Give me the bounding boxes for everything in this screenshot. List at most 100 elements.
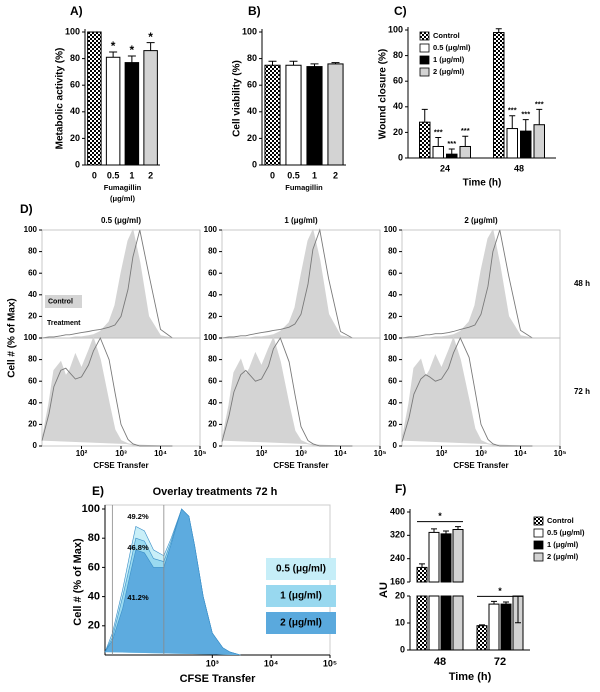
y-tick-label: 60: [393, 76, 403, 86]
legend-label: 0.5 (μg/ml): [276, 564, 326, 575]
y-tick-label: 60: [247, 80, 257, 90]
error-bar: [268, 60, 277, 66]
legend-label: 2 (μg/ml): [433, 67, 465, 76]
legend-label: 2 (μg/ml): [547, 552, 579, 561]
y-tick-label: 80: [28, 247, 37, 256]
y-tick-label: 0: [398, 152, 403, 162]
bar: [500, 603, 512, 651]
y-tick-label: 400: [390, 506, 405, 516]
y-tick-label: 40: [393, 101, 403, 111]
treatment-line: [401, 336, 533, 447]
x-tick-label: 10²: [256, 449, 268, 458]
bar-lower: [416, 595, 428, 651]
bar: [506, 128, 518, 159]
y-tick-label: 80: [208, 247, 217, 256]
bar-lower: [440, 595, 452, 651]
bar-lower: [452, 595, 464, 651]
x-tick-label: 2: [148, 170, 153, 180]
y-tick-label: 100: [204, 225, 218, 234]
y-tick-label: 80: [247, 53, 257, 63]
y-tick-label: 80: [88, 532, 100, 544]
y-tick-label: 40: [208, 398, 217, 407]
legend-label: 1 (μg/ml): [280, 591, 322, 602]
legend-label: 1 (μg/ml): [433, 55, 465, 64]
panel-title: B): [248, 4, 261, 18]
error-bar: [462, 135, 469, 147]
error-bar: [310, 63, 319, 67]
gate-percent: 49.2%: [127, 512, 149, 521]
legend-label: Treatment: [47, 320, 81, 327]
y-tick-label: 20: [393, 127, 403, 137]
x-tick-label: 24: [440, 163, 450, 173]
y-tick-label: 40: [388, 398, 397, 407]
x-tick-label: 48: [434, 656, 446, 668]
x-tick-label: 72: [494, 656, 506, 668]
legend-label: Control: [433, 31, 460, 40]
significance-label: *: [130, 43, 135, 57]
legend-swatch: [266, 585, 336, 607]
legend-swatch: [533, 540, 544, 550]
density-area: [104, 508, 241, 656]
gate-percent: 41.2%: [127, 593, 149, 602]
treatment-line: [221, 228, 353, 339]
treatment-line: [41, 336, 173, 447]
y-tick-label: 60: [388, 268, 397, 277]
bar: [446, 153, 458, 159]
x-tick-label: 10⁵: [374, 449, 387, 458]
error-bar: [109, 51, 118, 58]
legend-swatch: [533, 516, 544, 526]
significance-label: ***: [521, 110, 530, 119]
y-tick-label: 60: [388, 376, 397, 385]
y-tick-label: 80: [388, 355, 397, 364]
legend-swatch: [266, 612, 336, 634]
chart-subtitle: Overlay treatments 72 h: [153, 486, 278, 498]
y-tick-label: 20: [247, 133, 257, 143]
y-tick-label: 40: [28, 398, 37, 407]
y-axis-label: Cell viability (%): [232, 60, 243, 137]
error-bar: [479, 624, 485, 626]
panel-title: D): [20, 202, 33, 216]
x-tick-label: 10⁵: [194, 449, 207, 458]
y-tick-label: 80: [70, 53, 80, 63]
x-tick-label: 10⁴: [514, 449, 527, 458]
bar: [143, 50, 158, 166]
error-bar: [536, 108, 543, 125]
bar: [533, 124, 545, 159]
bar-lower: [428, 595, 440, 651]
y-tick-label: 40: [247, 106, 257, 116]
significance-label: ***: [461, 126, 470, 135]
error-bar: [289, 60, 298, 66]
legend-swatch: [419, 67, 430, 77]
y-tick-label: 20: [208, 420, 217, 429]
bar: [419, 121, 431, 159]
y-tick-label: 0: [33, 441, 38, 450]
x-tick-label: 2: [333, 170, 338, 180]
bar: [459, 145, 471, 159]
bar: [493, 32, 505, 159]
y-axis-label: Cell # (% of Max): [7, 298, 18, 377]
error-bar: [515, 596, 521, 624]
control-area: [222, 228, 353, 339]
x-tick-label: 10³: [475, 449, 487, 458]
legend-label: Control: [48, 298, 73, 305]
error-bar: [443, 530, 449, 534]
y-tick-label: 100: [204, 333, 218, 342]
y-tick-label: 100: [388, 24, 403, 34]
bar: [87, 31, 102, 166]
column-title: 2 (μg/ml): [464, 216, 498, 225]
y-tick-label: 20: [88, 620, 100, 632]
x-tick-label: 10³: [115, 449, 127, 458]
x-tick-label: 10⁴: [154, 449, 167, 458]
error-bar: [509, 115, 516, 129]
y-tick-label: 40: [208, 290, 217, 299]
error-bar: [435, 137, 442, 147]
y-axis-label: AU: [378, 582, 390, 598]
legend-swatch: [533, 528, 544, 538]
y-tick-label: 20: [70, 133, 80, 143]
y-tick-label: 60: [208, 268, 217, 277]
error-bar: [146, 42, 155, 51]
significance-label: *: [111, 39, 116, 53]
x-axis-label: (μg/ml): [110, 194, 136, 203]
legend-swatch: [419, 31, 430, 41]
y-tick-label: 80: [28, 355, 37, 364]
